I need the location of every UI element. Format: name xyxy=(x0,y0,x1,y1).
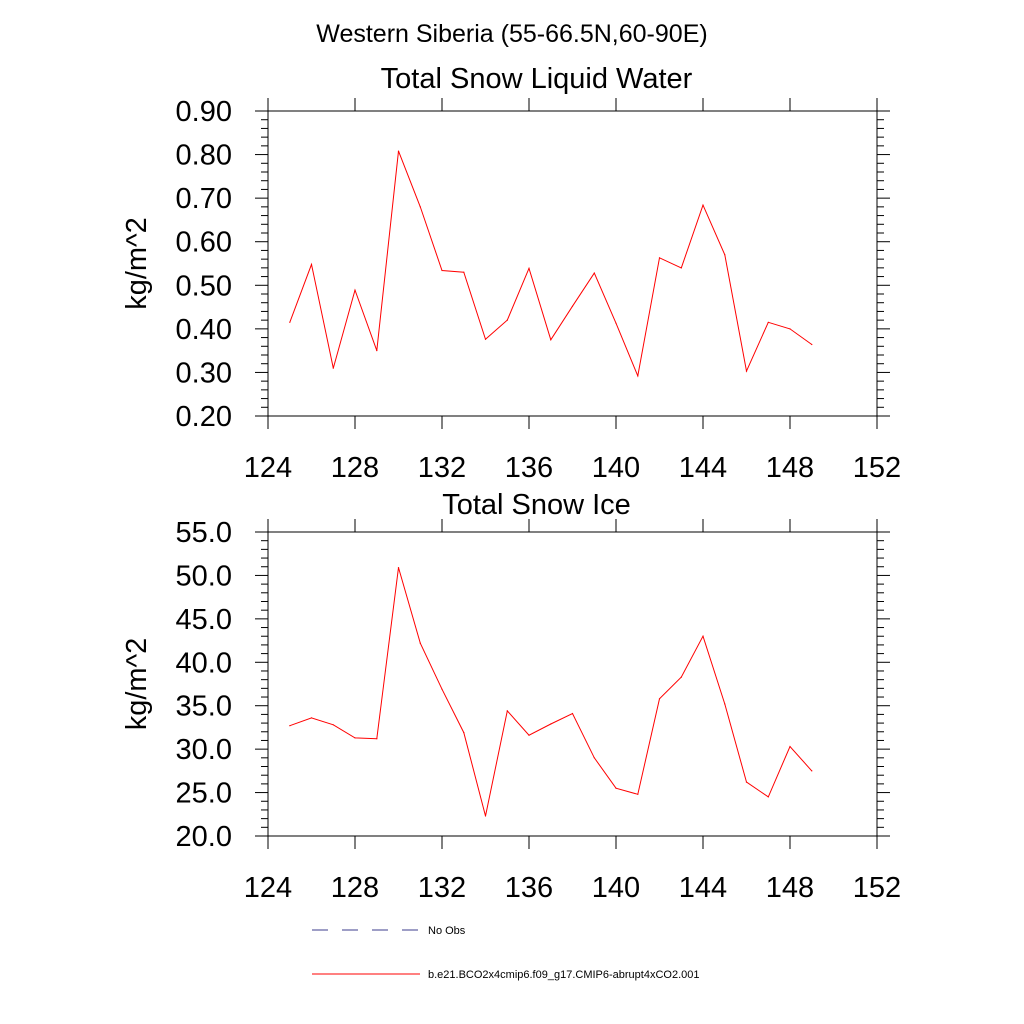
legend-no-obs-label: No Obs xyxy=(428,925,466,937)
data-point xyxy=(310,263,313,265)
data-point xyxy=(332,724,334,726)
y-tick-label: 0.60 xyxy=(176,227,232,259)
x-tick-label: 152 xyxy=(853,452,901,484)
x-tick-label: 148 xyxy=(766,452,814,484)
x-tick-label: 132 xyxy=(418,872,466,904)
data-point xyxy=(528,734,530,736)
y-tick-label: 45.0 xyxy=(176,604,232,636)
x-tick-label: 132 xyxy=(418,452,466,484)
data-point xyxy=(680,267,682,269)
data-point xyxy=(332,367,334,369)
data-point xyxy=(637,375,639,377)
data-point xyxy=(354,737,356,739)
x-tick-label: 124 xyxy=(244,872,292,904)
data-point xyxy=(397,150,400,152)
chart-title: Total Snow Ice xyxy=(442,489,631,521)
y-tick-label: 30.0 xyxy=(176,734,232,766)
data-point xyxy=(463,732,465,734)
y-tick-label: 35.0 xyxy=(176,691,232,723)
y-tick-label: 20.0 xyxy=(176,821,232,853)
x-tick-label: 152 xyxy=(853,872,901,904)
y-tick-label: 40.0 xyxy=(176,647,232,679)
data-point xyxy=(767,321,769,323)
data-point xyxy=(463,271,465,273)
data-point xyxy=(811,343,813,346)
data-point xyxy=(571,305,574,307)
y-tick-label: 0.20 xyxy=(176,401,232,433)
plot-frame xyxy=(267,531,878,837)
x-tick-label: 128 xyxy=(331,872,379,904)
x-tick-label: 148 xyxy=(766,872,814,904)
data-point xyxy=(637,793,639,795)
data-point xyxy=(745,370,748,372)
x-tick-label: 124 xyxy=(244,452,292,484)
data-point xyxy=(550,339,552,341)
x-tick-label: 140 xyxy=(592,872,640,904)
data-point xyxy=(702,204,704,206)
data-point xyxy=(680,676,682,678)
data-point xyxy=(484,815,487,817)
y-tick-label: 55.0 xyxy=(176,517,232,549)
data-point xyxy=(528,267,530,269)
series-line xyxy=(289,567,813,817)
chart-title: Total Snow Liquid Water xyxy=(381,63,693,95)
data-point xyxy=(419,206,421,208)
y-tick-label: 0.40 xyxy=(176,314,232,346)
plot-frame xyxy=(267,110,878,417)
y-tick-label: 25.0 xyxy=(176,778,232,810)
data-point xyxy=(745,781,748,783)
data-point xyxy=(289,321,291,323)
y-tick-label: 0.50 xyxy=(176,270,232,302)
data-point xyxy=(506,319,508,321)
y-tick-label: 0.80 xyxy=(176,140,232,172)
y-tick-label: 0.30 xyxy=(176,357,232,389)
series-line xyxy=(289,150,813,378)
data-point xyxy=(310,717,313,719)
x-tick-label: 128 xyxy=(331,452,379,484)
y-axis-label: kg/m^2 xyxy=(121,638,153,731)
panel-total-snow-ice: Total Snow Ice kg/m^2 124 128 132 136 140 144 14… xyxy=(121,489,901,904)
data-point xyxy=(593,757,595,759)
y-tick-label: 0.70 xyxy=(176,183,232,215)
data-point xyxy=(376,738,378,740)
data-point xyxy=(376,350,378,352)
x-tick-label: 136 xyxy=(505,872,553,904)
data-point xyxy=(724,703,726,705)
figure-suptitle: Western Siberia (55-66.5N,60-90E) xyxy=(316,20,707,48)
x-tick-label: 140 xyxy=(592,452,640,484)
data-point xyxy=(419,642,421,644)
data-point xyxy=(550,723,552,725)
data-point xyxy=(593,272,595,274)
data-point xyxy=(789,745,791,748)
data-point xyxy=(702,635,704,637)
data-point xyxy=(441,688,443,690)
y-tick-label: 0.90 xyxy=(176,96,232,128)
data-point xyxy=(615,322,617,324)
data-point xyxy=(506,710,508,712)
data-point xyxy=(615,787,617,789)
x-tick-label: 144 xyxy=(679,872,727,904)
legend: No Obs b.e21.BCO2x4cmip6.f09_g17.CMIP6-a… xyxy=(312,925,700,981)
data-point xyxy=(767,796,769,798)
data-point xyxy=(724,254,726,256)
data-point xyxy=(397,567,400,569)
panel-total-snow-liquid-water: Total Snow Liquid Water kg/m^2 124 128 132 13… xyxy=(121,63,901,484)
x-tick-label: 136 xyxy=(505,452,553,484)
data-point xyxy=(789,328,791,330)
data-point xyxy=(441,269,443,272)
data-point xyxy=(484,338,487,340)
y-axis-label: kg/m^2 xyxy=(121,217,153,310)
data-point xyxy=(354,289,356,291)
legend-model-label: b.e21.BCO2x4cmip6.f09_g17.CMIP6-abrupt4x… xyxy=(428,969,700,981)
data-point xyxy=(811,770,813,772)
x-tick-label: 144 xyxy=(679,452,727,484)
y-tick-label: 50.0 xyxy=(176,560,232,592)
data-point xyxy=(658,257,661,259)
data-point xyxy=(289,725,291,727)
data-point xyxy=(658,698,661,700)
data-point xyxy=(571,712,574,715)
